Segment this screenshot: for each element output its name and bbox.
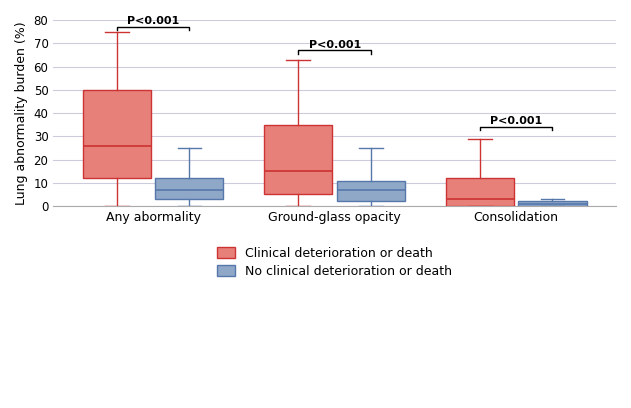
Bar bbox=[83, 90, 151, 178]
Bar bbox=[337, 180, 405, 202]
Text: P<0.001: P<0.001 bbox=[309, 40, 361, 49]
Text: P<0.001: P<0.001 bbox=[490, 116, 542, 126]
Text: P<0.001: P<0.001 bbox=[127, 16, 179, 26]
Legend: Clinical deterioration or death, No clinical deterioration or death: Clinical deterioration or death, No clin… bbox=[218, 247, 452, 278]
Bar bbox=[519, 202, 586, 206]
Bar bbox=[264, 125, 333, 195]
Y-axis label: Lung abnormality burden (%): Lung abnormality burden (%) bbox=[15, 21, 28, 205]
Bar bbox=[446, 178, 514, 206]
Bar bbox=[155, 178, 223, 199]
